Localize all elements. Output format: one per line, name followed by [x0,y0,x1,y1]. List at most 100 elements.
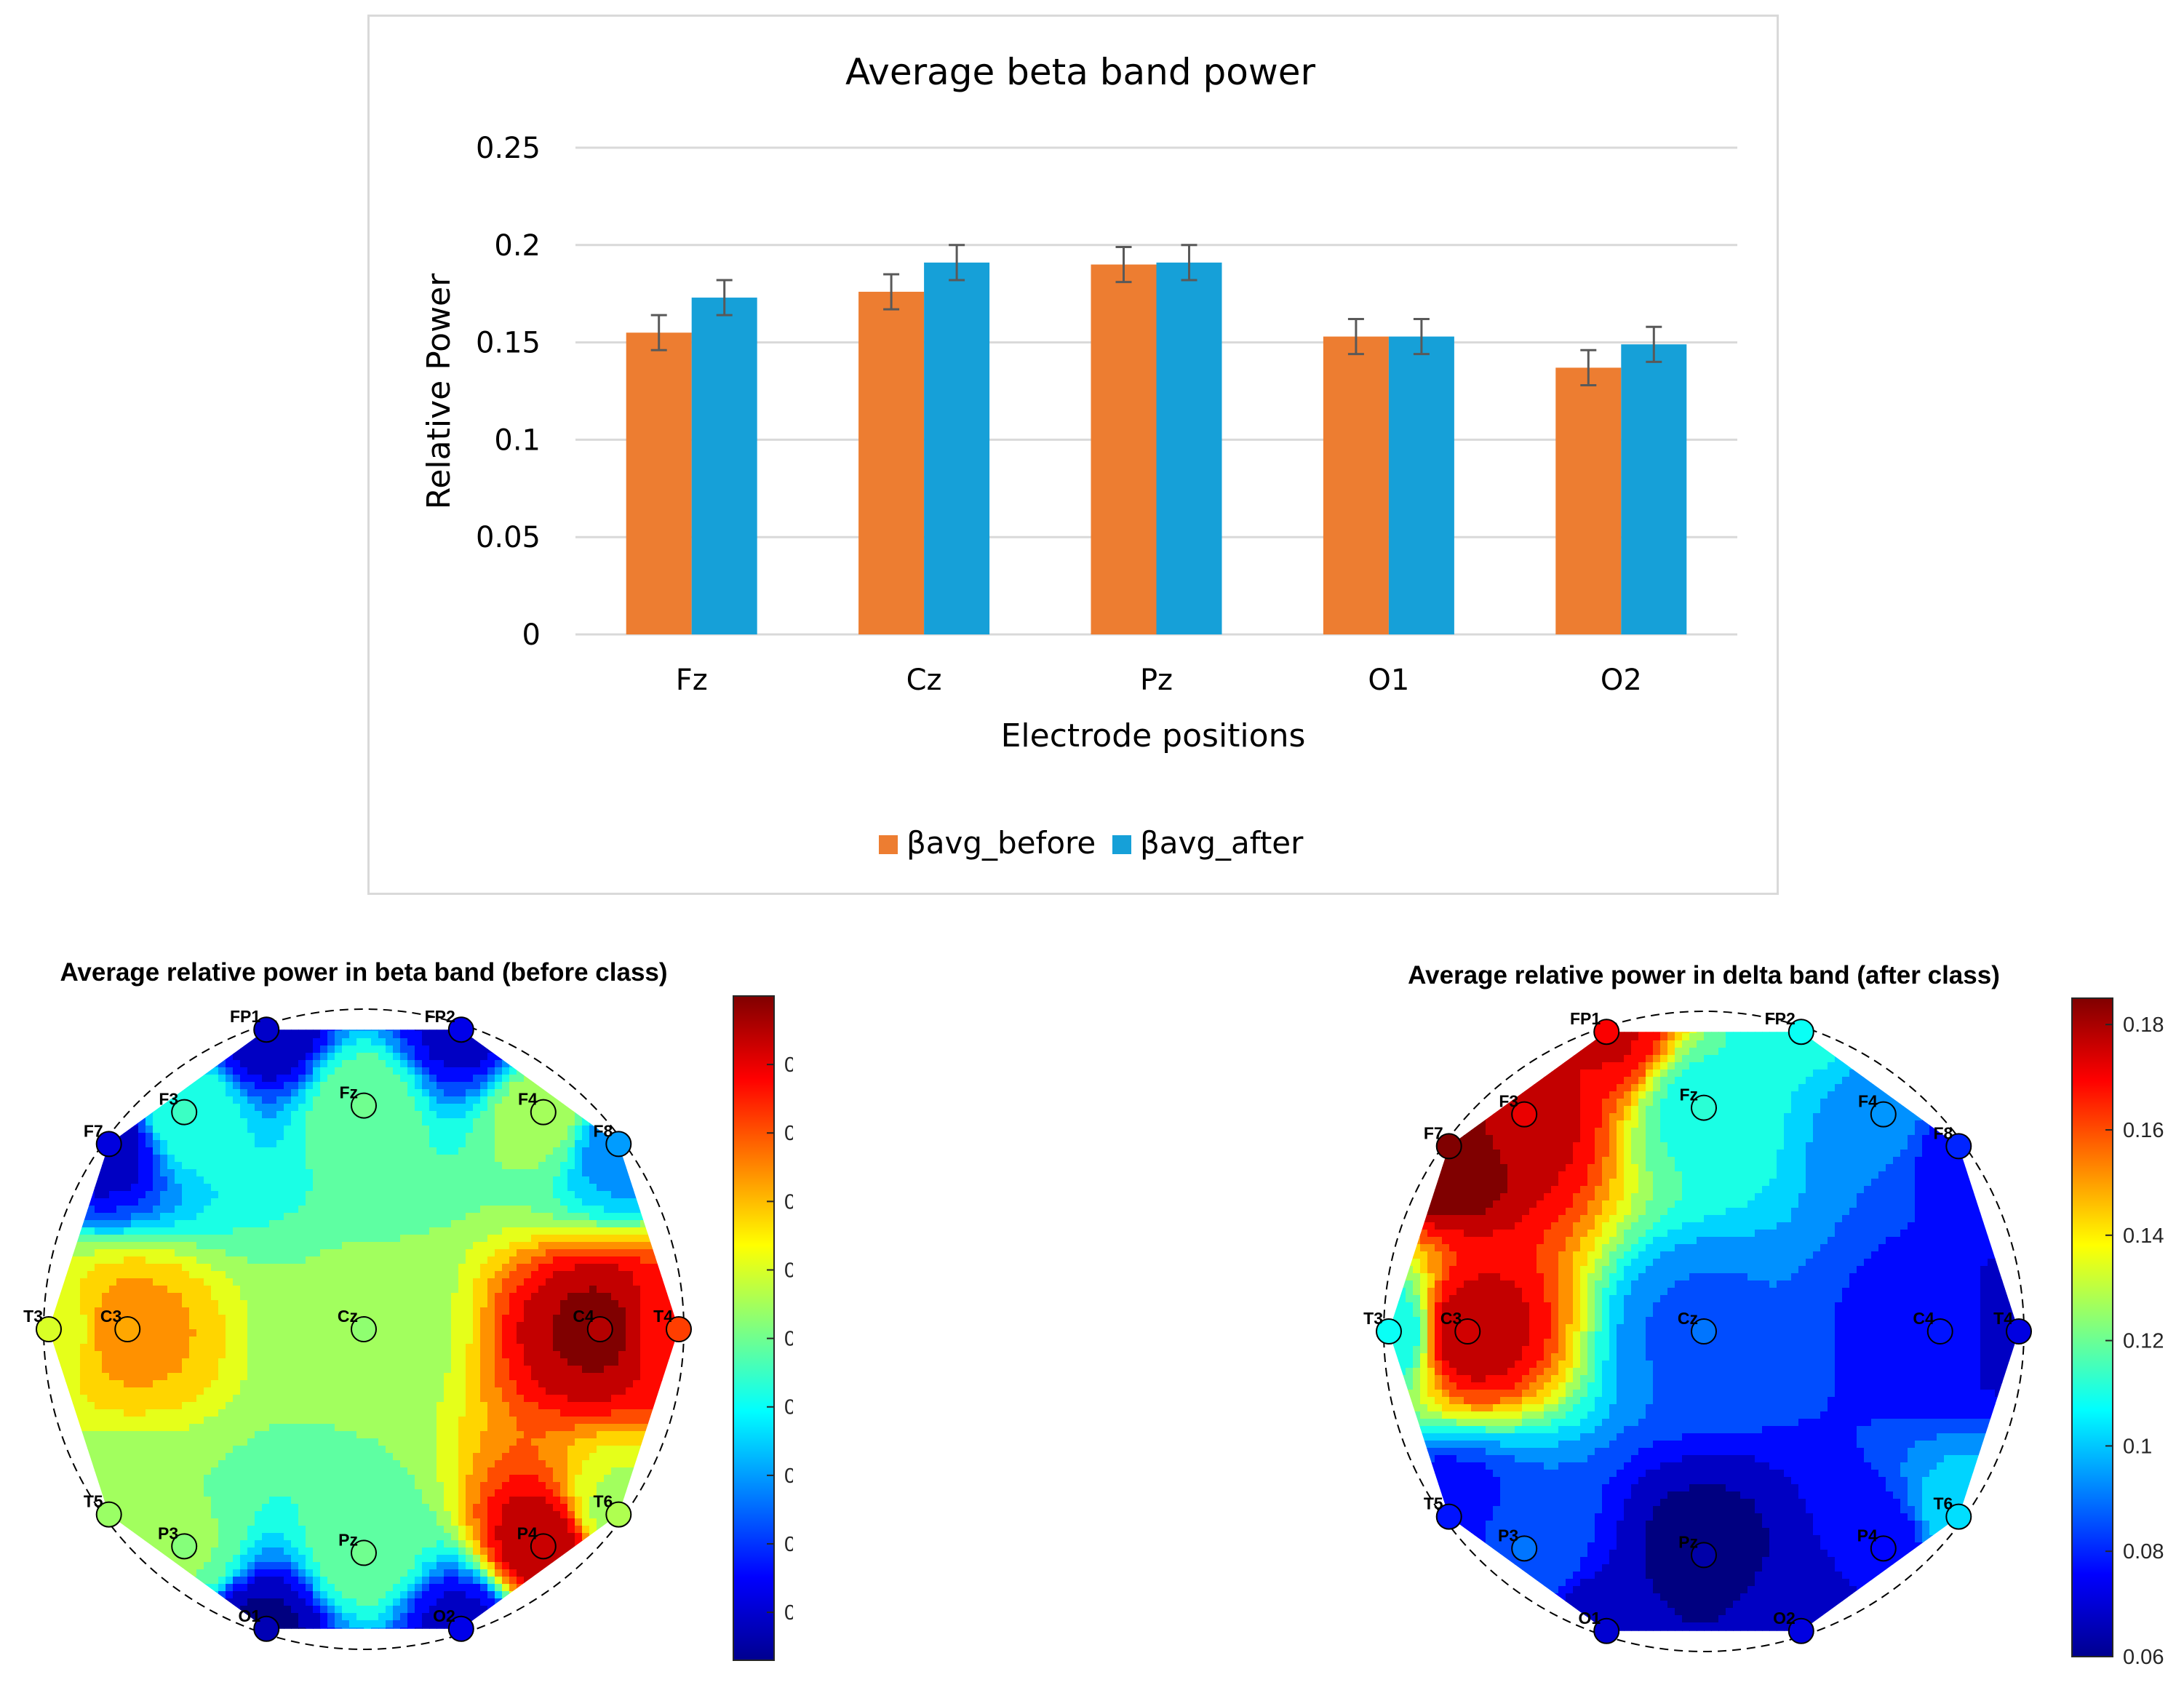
legend-label-before: βavg_before [906,825,1096,861]
bar-Cz-before [858,292,925,634]
colorbar-tick-label: 0.16 [2123,1119,2164,1142]
error-bar [1646,325,1662,363]
electrode-label: P4 [517,1523,538,1542]
electrode-p4: P4 [1857,1526,1897,1562]
electrode-label: F3 [1499,1092,1518,1111]
electrode-t3: T3 [1363,1309,1402,1345]
topomap-beta-before: Average relative power in beta band (bef… [23,958,793,1661]
electrode-o1: O1 [1579,1609,1620,1644]
electrode-label: P3 [158,1523,178,1542]
y-tick-label: 0.1 [494,423,541,457]
topomap-title: Average relative power in beta band (bef… [60,958,667,987]
topomap-field [1389,1032,2019,1631]
electrode-label: FP1 [230,1007,260,1026]
y-tick-label: 0.2 [494,229,541,263]
error-bar [1115,245,1132,284]
electrode-label: P3 [1498,1526,1518,1545]
x-tick-label: O2 [1601,664,1642,697]
colorbar-tick-label: 0.16 [784,1601,793,1625]
colorbar-tick-label: 0.08 [2123,1540,2164,1563]
electrode-label: F4 [518,1090,538,1109]
electrode-label: Cz [338,1307,358,1326]
electrode-label: C4 [573,1307,594,1326]
electrode-p3: P3 [158,1523,198,1560]
electrode-cz: Cz [338,1307,377,1342]
colorbar-tick-label: 0.19 [784,1396,793,1419]
colorbar-tick-label: 0.14 [2123,1224,2164,1248]
electrode-f7: F7 [1424,1123,1462,1160]
electrode-label: C3 [1440,1309,1462,1328]
y-tick-labels: 0 0.05 0.1 0.15 0.2 0.25 [476,132,541,652]
electrode-label: Fz [1679,1086,1698,1104]
colorbar: 0.16 0.17 0.18 0.19 0.2 0.21 0.22 0.23 0.24 [733,995,793,1661]
colorbar-scale [733,995,775,1661]
electrode-label: P4 [1857,1526,1878,1545]
bars [626,244,1687,634]
electrode-o2: O2 [1773,1609,1814,1644]
error-bar [1181,244,1197,282]
electrode-label: O1 [1579,1609,1601,1628]
electrode-label: T5 [84,1492,103,1511]
x-axis-label: Electrode positions [1001,717,1306,754]
electrodes: FP1 FP2 F7 F3 Fz F4 F8 T3 C3 Cz C4 T4 T5 P3 Pz P4 T6 O1 O2 [1363,1009,2032,1644]
y-tick-label: 0.05 [476,521,541,554]
colorbar-tick-label: 0.18 [784,1465,793,1488]
colorbar-tick-label: 0.1 [2123,1435,2152,1458]
legend-label-after: βavg_after [1140,825,1304,861]
error-bar [949,244,965,282]
electrode-pz: Pz [338,1530,377,1566]
x-tick-label: Cz [906,664,942,697]
colorbar-tick-label: 0.2 [784,1328,793,1351]
electrode-f3: F3 [159,1090,198,1126]
legend-swatch-after [1112,835,1131,854]
x-tick-label: O1 [1368,664,1409,697]
bar-O2-after [1621,344,1687,634]
electrode-cz: Cz [1678,1309,1717,1345]
electrode-label: T4 [653,1307,673,1326]
electrode-f4: F4 [518,1090,557,1126]
bar-O1-before [1323,336,1389,634]
electrode-fp1: FP1 [230,1007,280,1043]
bar-O1-after [1388,336,1454,634]
electrode-label: Cz [1678,1309,1698,1328]
y-axis-label: Relative Power [421,273,458,509]
electrode-c3: C3 [1440,1309,1481,1345]
electrode-fz: Fz [1679,1086,1717,1121]
colorbar-scale [2071,997,2113,1657]
x-tick-label: Fz [676,664,708,697]
bar-Fz-before [626,332,692,634]
error-bar [1347,317,1364,356]
bar-Pz-after [1156,262,1222,634]
electrode-o1: O1 [239,1606,280,1642]
electrode-label: FP2 [1765,1009,1796,1028]
colorbar-tick-label: 0.23 [784,1122,793,1145]
error-bar [1413,317,1430,356]
electrode-c4: C4 [1913,1309,1953,1345]
electrodes: FP1 FP2 F7 F3 Fz F4 F8 T3 C3 Cz C4 T4 T5 P3 Pz P4 T6 O1 O2 [23,1007,692,1642]
x-tick-label: Pz [1140,664,1173,697]
electrode-t4: T4 [1993,1309,2032,1345]
legend-swatch-before [879,835,898,854]
colorbar-tick-label: 0.21 [784,1259,793,1282]
electrode-t6: T6 [593,1492,632,1528]
y-tick-label: 0 [522,618,541,652]
bar-chart-panel: Average beta band power 0 0.05 0.1 0.15 0.2 0… [367,15,1779,895]
electrode-f4: F4 [1858,1092,1897,1128]
electrode-label: FP1 [1570,1009,1601,1028]
electrode-c4: C4 [573,1307,613,1342]
bar-legend: βavg_before βavg_after [879,825,1304,861]
error-bar [883,273,900,311]
electrode-label: FP2 [425,1007,455,1026]
electrode-t5: T5 [1424,1494,1462,1530]
electrode-o2: O2 [433,1606,474,1642]
x-tick-labels: Fz Cz Pz O1 O2 [676,664,1642,697]
error-bar [716,279,733,316]
electrode-c3: C3 [100,1307,141,1342]
electrode-t3: T3 [23,1307,62,1342]
bar-chart-title: Average beta band power [845,51,1316,93]
electrode-p4: P4 [517,1523,557,1560]
electrode-fp2: FP2 [1765,1009,1814,1045]
colorbar-tick-label: 0.12 [2123,1330,2164,1353]
electrode-t4: T4 [653,1307,692,1342]
y-tick-label: 0.25 [476,132,541,165]
